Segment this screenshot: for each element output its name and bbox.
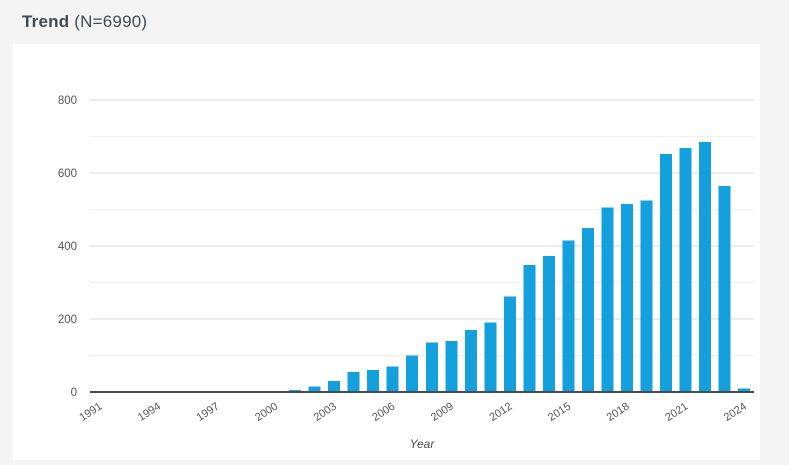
x-tick-label: 2024 [722, 400, 749, 423]
x-tick-label: 2003 [312, 400, 339, 423]
x-tick-label: 2006 [370, 400, 397, 423]
y-tick-label: 200 [58, 314, 77, 326]
bar-2015[interactable] [562, 240, 575, 393]
bar-2014[interactable] [542, 256, 555, 392]
bar-2013[interactable] [523, 265, 536, 392]
bar-2012[interactable] [503, 296, 516, 392]
bar-2019[interactable] [640, 200, 653, 392]
bar-2017[interactable] [601, 207, 614, 392]
x-tick-label: 2021 [663, 400, 690, 423]
bar-2010[interactable] [464, 329, 477, 392]
y-tick-label: 400 [58, 241, 77, 253]
x-tick-label: 2015 [546, 400, 573, 423]
panel-title: Trend (N=6990) [22, 12, 147, 32]
x-tick-label: 2000 [253, 400, 280, 423]
trend-chart-card: 0 200 400 600 800 1991 1994 1997 2000 2003 2006 200… [13, 44, 760, 460]
x-tick-label: 1997 [195, 400, 222, 423]
x-tick-label: 2009 [429, 400, 456, 423]
bar-2021[interactable] [679, 148, 692, 392]
x-tick-label: 1994 [136, 400, 163, 423]
y-tick-label: 600 [58, 168, 77, 180]
panel-title-text: Trend [22, 12, 70, 31]
y-tick-label: 800 [58, 95, 77, 107]
x-axis-title: Year [410, 437, 436, 451]
bar-2005[interactable] [367, 370, 380, 392]
x-tick-label: 1991 [77, 400, 104, 423]
bar-2004[interactable] [347, 371, 360, 392]
bar-2003[interactable] [328, 381, 341, 392]
bar-2002[interactable] [308, 386, 321, 393]
bar-2006[interactable] [386, 366, 399, 392]
bar-2018[interactable] [621, 204, 634, 392]
bar-2023[interactable] [718, 185, 731, 392]
y-tick-label: 0 [71, 387, 77, 399]
bar-2016[interactable] [582, 227, 594, 393]
bar-2020[interactable] [660, 154, 673, 392]
x-tick-label: 2012 [487, 400, 514, 423]
panel-title-count: (N=6990) [74, 12, 148, 31]
bar-2022[interactable] [699, 142, 712, 392]
bar-2007[interactable] [406, 355, 419, 393]
bar-2009[interactable] [445, 340, 458, 392]
bar-2011[interactable] [484, 322, 497, 392]
x-tick-label: 2018 [605, 400, 632, 423]
bar-2024[interactable] [738, 388, 751, 392]
trend-bar-chart: 0 200 400 600 800 1991 1994 1997 2000 2003 2006 200… [58, 95, 754, 451]
bar-2008[interactable] [425, 342, 438, 392]
